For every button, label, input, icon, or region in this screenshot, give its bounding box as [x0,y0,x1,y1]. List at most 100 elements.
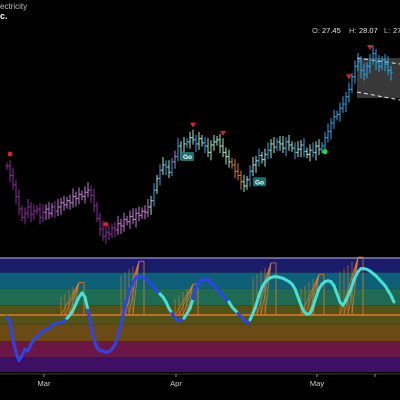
price-bar [197,131,201,150]
sell-signal-triangle [190,122,196,128]
price-bar [173,150,177,169]
price-bar [326,123,330,143]
oscillator-segment [11,337,18,354]
price-bar [386,56,390,76]
price-bar [104,227,108,245]
go-label-text: Go [255,179,264,186]
time-axis-label: Apr [170,379,182,388]
price-bar [257,148,261,167]
price-bar [59,197,63,215]
price-bar [362,63,366,81]
price-bar [158,164,162,186]
price-bar [329,118,333,140]
oscillator-wedge-line [174,283,194,316]
price-bar [320,142,324,153]
oscillator-wedge-line [182,283,194,316]
price-bar [56,198,60,216]
oscillator-wedge-line [308,274,320,316]
oscillator-segment [188,297,195,310]
price-bar [275,138,279,151]
price-bar [221,138,225,158]
price-bar [239,170,243,190]
oscillator-wedge-line [304,274,320,316]
price-panel: Go Go [5,44,400,245]
price-bar [380,56,384,71]
price-bar [62,195,66,211]
price-bar [53,201,57,219]
price-bar [89,185,93,204]
price-bar [314,141,318,161]
price-bar [77,187,81,205]
price-bar [74,191,78,207]
time-axis-label: May [310,379,324,388]
price-bar [134,208,138,228]
price-bar [113,222,117,237]
price-bar [251,156,255,177]
price-bar [254,155,258,173]
price-bar [209,140,213,161]
price-bar [149,195,153,215]
price-bar [356,53,360,72]
price-bar [287,134,291,151]
price-bar [215,135,219,146]
price-bar [128,210,132,229]
low-label: L: [384,26,391,35]
price-bar [65,196,69,209]
price-bar [332,109,336,129]
high-value: 28.07 [359,26,378,35]
price-bar [281,135,285,153]
price-bar [272,137,276,153]
price-bar [5,162,9,170]
price-bar [269,139,273,159]
go-label: Go [181,152,194,162]
channel-lower [356,91,400,101]
oscillator-segment [8,320,15,341]
price-bar [167,160,171,179]
price-bar [212,134,216,151]
price-bar [260,151,264,164]
oscillator-segment [89,323,96,341]
go-label-text: Go [183,154,192,161]
price-bar [350,72,354,94]
price-bar [155,174,159,194]
price-bar [101,221,105,242]
price-bar [368,54,372,74]
price-bar [188,131,192,149]
price-bar [245,175,249,190]
price-bar [299,140,303,158]
price-bar [278,135,282,151]
low-value: 27 [393,26,400,35]
chart-subtitle: ectricity [0,2,28,11]
oscillator-wedge-line [132,261,140,316]
price-bar [161,156,165,176]
price-bar [290,141,294,152]
price-bar [365,62,369,79]
price-bar [164,160,168,176]
price-bar [17,189,21,215]
oscillator-segment [191,287,198,301]
price-bar [131,208,135,225]
oscillator-band [0,341,400,358]
oscillator-band [0,258,400,273]
high-label: H: [349,26,357,35]
oscillator-panel [0,256,400,372]
oscillator-segment [116,323,123,338]
price-bar [227,149,231,168]
price-bar [338,102,342,122]
oscillator-wedge-line [64,282,80,316]
price-bar [83,186,87,204]
price-bar [116,215,120,235]
price-bar [14,180,18,205]
oscillator-band [0,357,400,372]
price-bar [152,183,156,207]
price-bar [125,215,129,226]
price-bar [317,139,321,156]
price-bar [293,142,297,160]
price-bar [95,202,99,223]
oscillator-segment [122,297,129,312]
price-bar [143,205,147,220]
price-bar [242,174,246,192]
oscillator-wedge-line [264,262,272,316]
price-bar [71,188,75,208]
